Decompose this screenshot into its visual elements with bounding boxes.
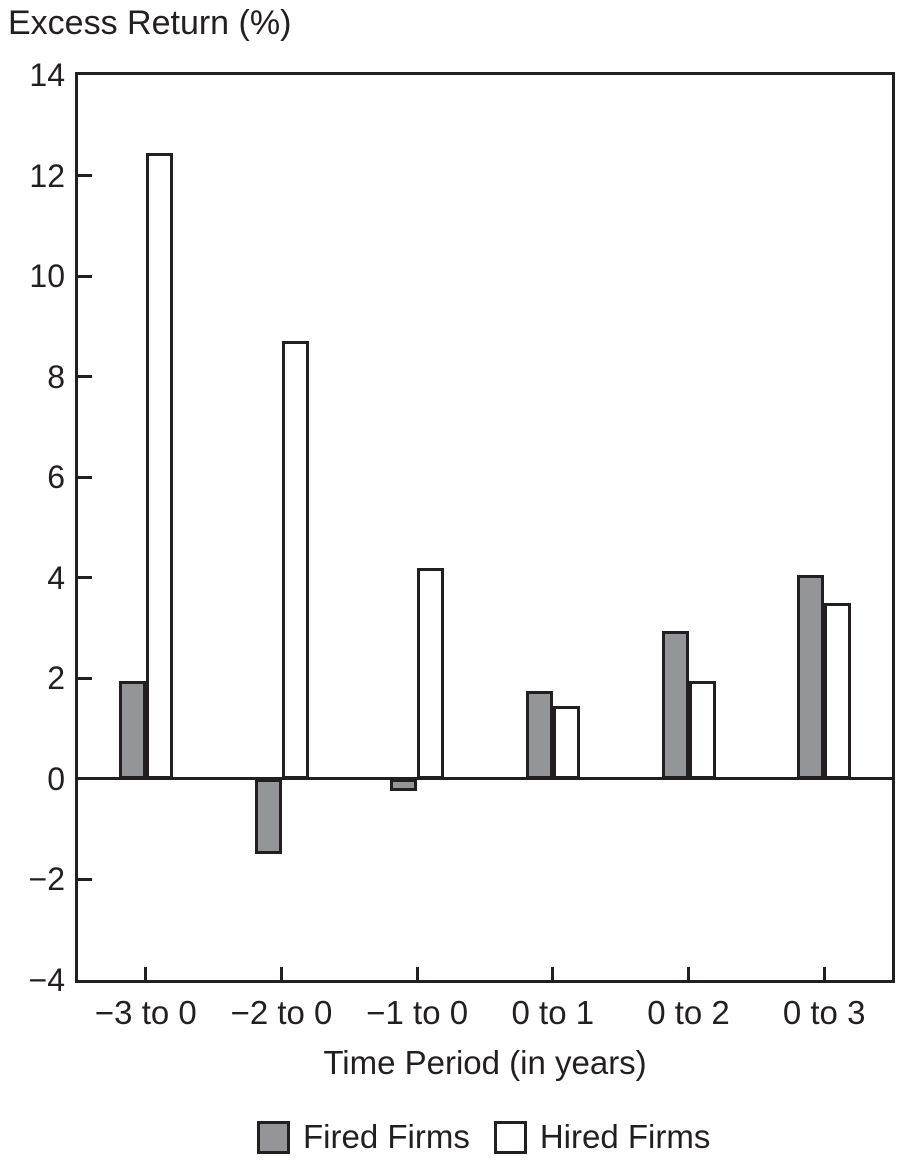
legend-swatch-fired-firms — [257, 1120, 290, 1154]
plot-area — [75, 72, 895, 983]
y-tick-label: 10 — [29, 258, 65, 295]
bar-hired-firms — [417, 567, 445, 779]
bar-hired-firms — [688, 680, 716, 779]
bar-fired-firms — [390, 778, 418, 792]
legend-entry-hired-firms: Hired Firms — [493, 1118, 711, 1156]
x-axis-title: Time Period (in years) — [323, 1044, 647, 1081]
bar-hired-firms — [824, 602, 852, 779]
y-tick-mark — [78, 375, 92, 379]
x-tick-mark — [280, 967, 283, 980]
y-tick-mark — [78, 475, 92, 479]
y-tick-label: 0 — [47, 760, 65, 797]
y-axis-title: Excess Return (%) — [8, 4, 292, 42]
y-tick-mark — [78, 877, 92, 881]
x-tick-mark — [822, 967, 826, 980]
y-tick-label: 2 — [47, 660, 65, 697]
x-tick-mark — [687, 967, 690, 980]
bar-fired-firms — [254, 778, 282, 855]
y-tick-mark — [78, 676, 92, 680]
bar-hired-firms — [281, 341, 309, 779]
bar-fired-firms — [118, 680, 146, 779]
x-tick-label: 0 to 2 — [647, 994, 730, 1031]
y-tick-mark — [78, 274, 92, 278]
y-tick-label: 6 — [47, 459, 65, 496]
bar-hired-firms — [552, 705, 580, 779]
legend-entry-fired-firms: Fired Firms — [257, 1118, 470, 1156]
y-tick-mark — [78, 174, 92, 178]
y-tick-label: 4 — [47, 559, 65, 596]
x-tick-label: −1 to 0 — [366, 994, 469, 1031]
x-tick-label: −3 to 0 — [94, 994, 197, 1031]
legend: Fired Firms Hired Firms — [257, 1118, 710, 1156]
x-tick-label: −2 to 0 — [230, 994, 333, 1031]
bar-fired-firms — [797, 575, 825, 779]
x-tick-mark — [551, 967, 555, 980]
y-tick-label: −4 — [28, 962, 65, 998]
x-tick-mark — [144, 967, 148, 980]
x-tick-label: 0 to 3 — [782, 994, 866, 1031]
bar-fired-firms — [661, 630, 689, 779]
legend-label-fired-firms: Fired Firms — [303, 1118, 470, 1155]
y-tick-label: −2 — [28, 861, 65, 898]
y-tick-label: 12 — [29, 157, 65, 194]
y-tick-mark — [78, 576, 92, 580]
bar-hired-firms — [145, 152, 173, 779]
y-tick-label: 14 — [29, 57, 65, 93]
legend-label-hired-firms: Hired Firms — [539, 1118, 711, 1155]
x-tick-label: 0 to 1 — [511, 994, 595, 1031]
x-tick-mark — [415, 967, 419, 980]
y-tick-label: 8 — [47, 358, 65, 395]
bar-fired-firms — [525, 690, 553, 779]
legend-swatch-hired-firms — [493, 1120, 527, 1154]
zero-line — [78, 777, 892, 781]
